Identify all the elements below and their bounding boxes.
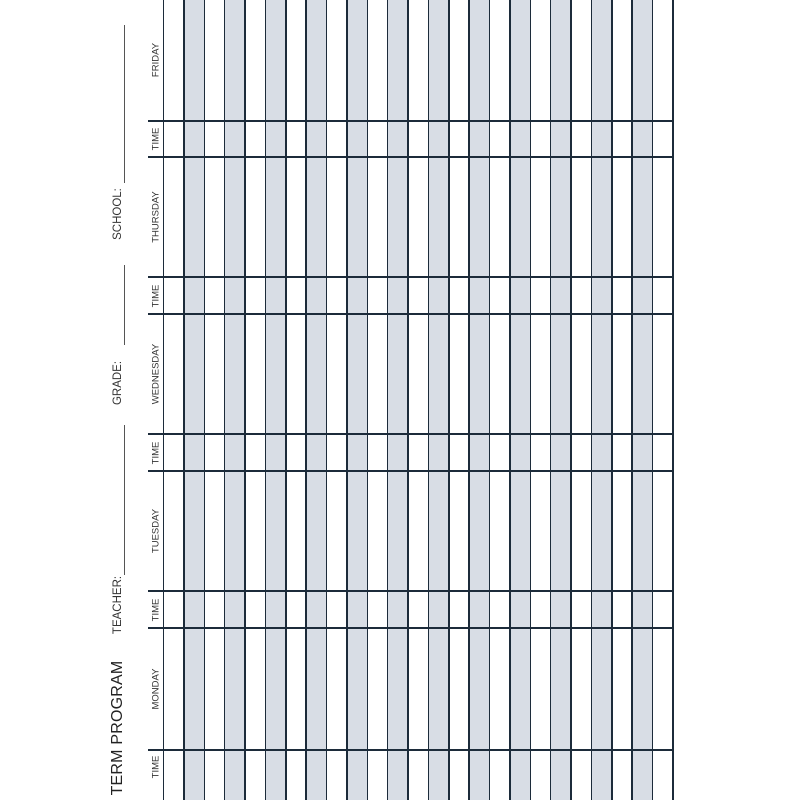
column-line	[590, 0, 593, 800]
shaded-column	[591, 0, 612, 800]
column-line	[346, 0, 348, 800]
day-label-tuesday: TUESDAY	[150, 508, 162, 554]
column-line	[549, 0, 552, 800]
teacher-field[interactable]	[124, 425, 125, 575]
shaded-column	[428, 0, 449, 800]
column-line	[223, 0, 226, 800]
time-label-thursday: TIME	[150, 284, 162, 308]
row-line	[148, 120, 674, 122]
column-line	[672, 0, 674, 800]
column-line	[203, 0, 205, 800]
row-line	[148, 313, 674, 315]
time-label-wednesday: TIME	[150, 441, 162, 465]
day-label-wednesday: WEDNESDAY	[150, 343, 162, 405]
column-line	[427, 0, 430, 800]
column-line	[305, 0, 307, 800]
column-line	[183, 0, 185, 800]
page-title: TERM PROGRAM	[109, 660, 126, 796]
column-line	[366, 0, 369, 800]
shaded-column	[509, 0, 531, 800]
column-line	[285, 0, 287, 800]
time-label-friday: TIME	[150, 127, 162, 151]
column-line	[407, 0, 409, 800]
row-line	[148, 627, 674, 629]
shaded-column	[306, 0, 327, 800]
column-line	[611, 0, 613, 800]
column-line	[162, 0, 165, 800]
day-label-thursday: THURSDAY	[150, 191, 162, 243]
grade-field[interactable]	[124, 265, 125, 345]
row-line	[148, 590, 674, 592]
time-label-tuesday: TIME	[150, 598, 162, 622]
column-line	[651, 0, 654, 800]
column-line	[509, 0, 511, 800]
column-line	[529, 0, 532, 800]
row-line	[148, 276, 674, 278]
shaded-column	[387, 0, 409, 800]
shaded-column	[265, 0, 286, 800]
shaded-column	[183, 0, 205, 800]
column-line	[488, 0, 491, 800]
column-line	[244, 0, 246, 800]
row-line	[148, 433, 674, 435]
column-line	[386, 0, 389, 800]
shaded-column	[550, 0, 572, 800]
row-line	[148, 156, 674, 158]
day-label-monday: MONDAY	[150, 668, 162, 710]
time-label-monday: TIME	[150, 755, 162, 779]
school-label: SCHOOL:	[112, 188, 124, 240]
column-line	[631, 0, 633, 800]
shaded-column	[224, 0, 245, 800]
column-line	[570, 0, 572, 800]
shaded-column	[469, 0, 490, 800]
column-line	[448, 0, 450, 800]
teacher-label: TEACHER:	[112, 575, 124, 635]
day-label-friday: FRIDAY	[150, 42, 162, 78]
shaded-column	[346, 0, 368, 800]
column-line	[468, 0, 470, 800]
school-field[interactable]	[124, 25, 125, 183]
row-line	[148, 470, 674, 472]
column-line	[325, 0, 328, 800]
grade-label: GRADE:	[112, 360, 124, 406]
row-line	[148, 749, 674, 751]
column-line	[264, 0, 267, 800]
shaded-column	[632, 0, 653, 800]
